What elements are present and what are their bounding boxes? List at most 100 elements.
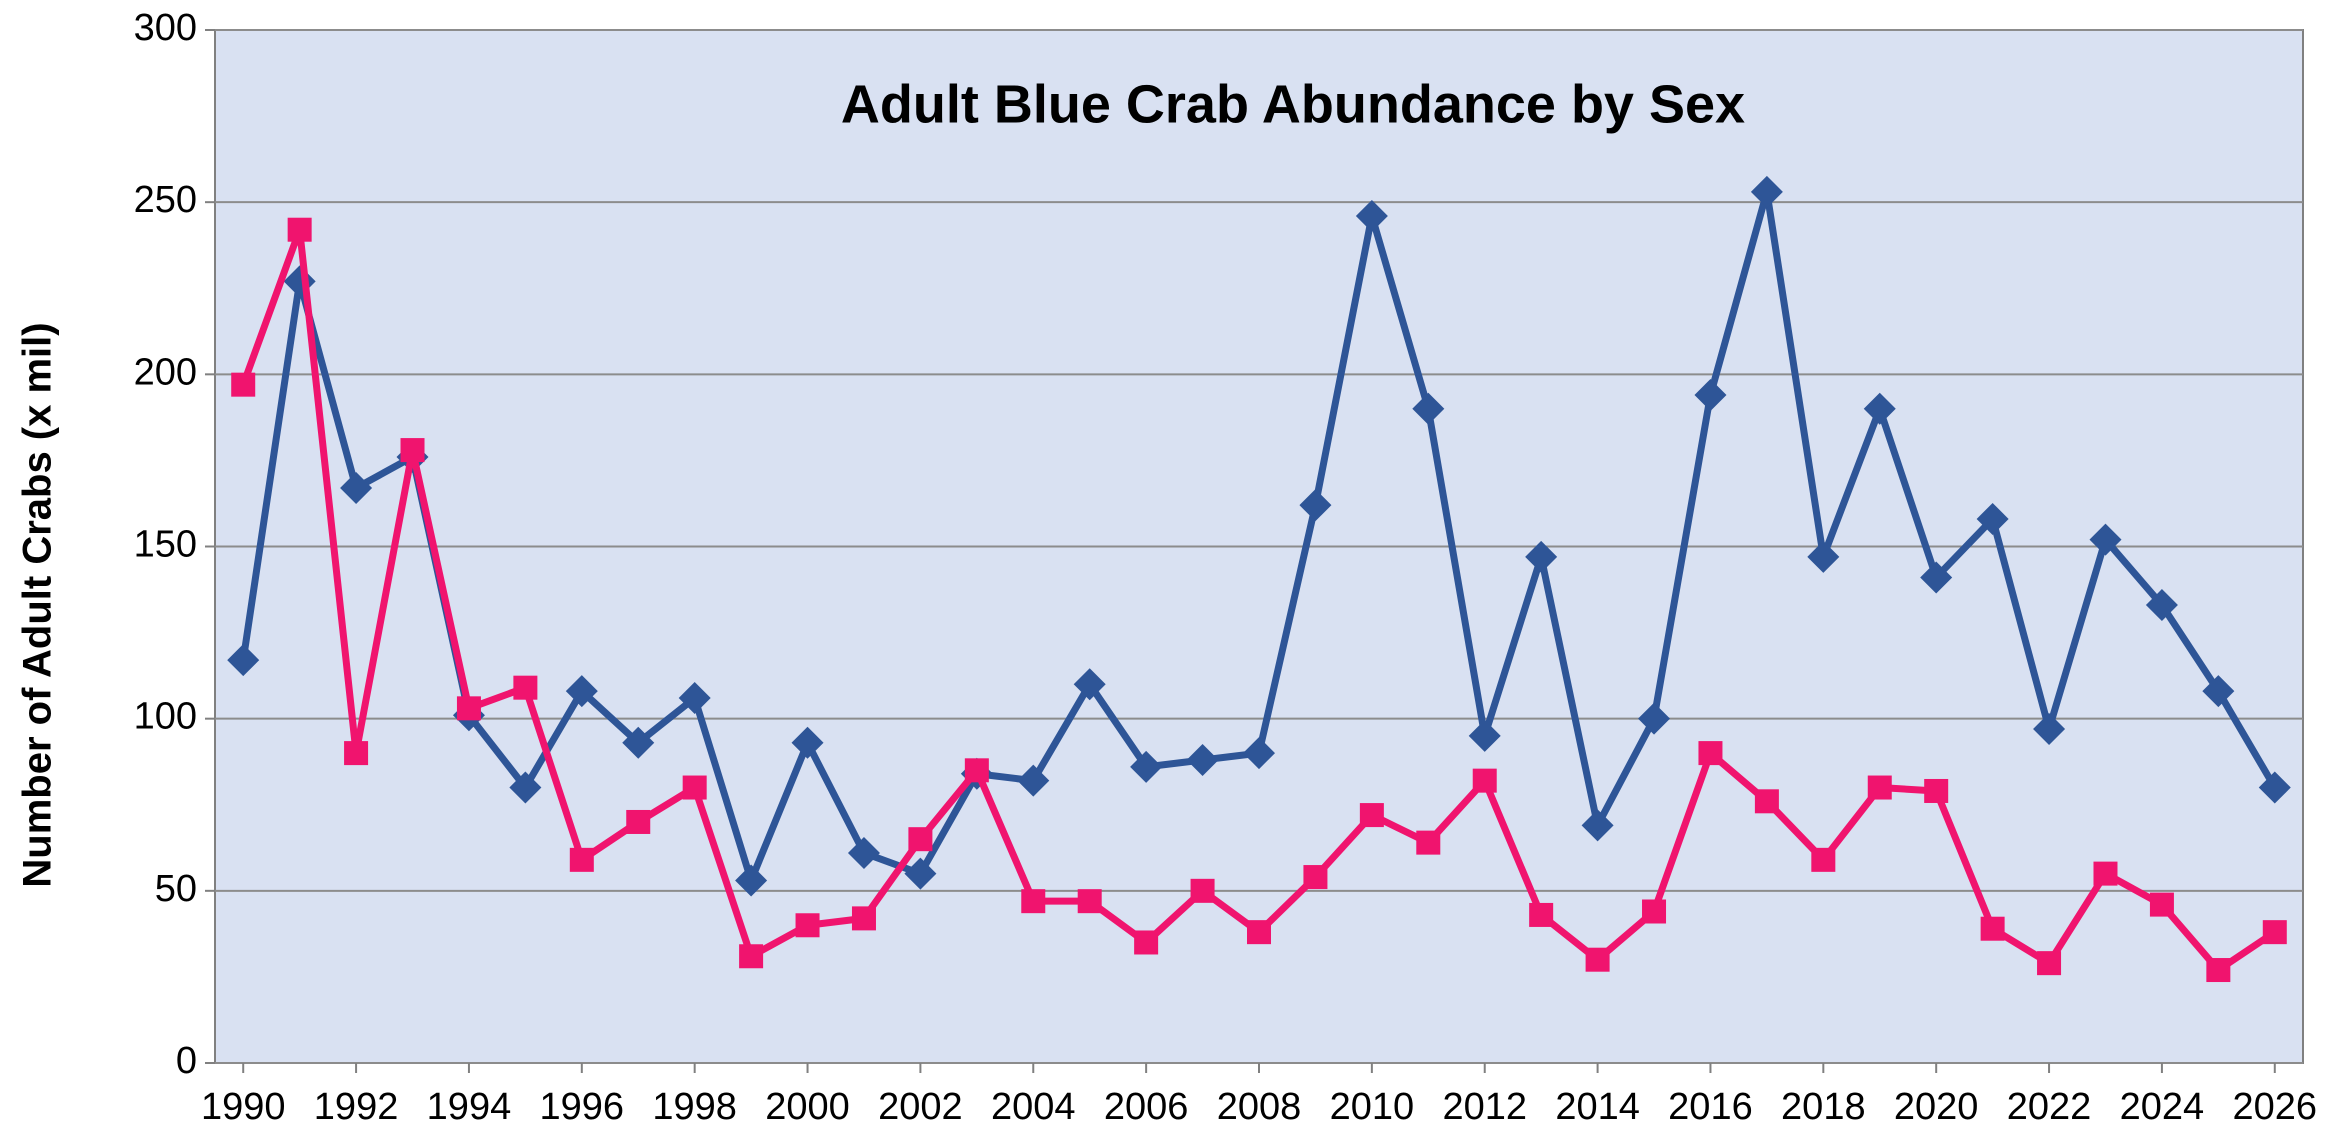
point-marker — [1247, 920, 1271, 945]
x-tick-label: 1996 — [540, 1086, 625, 1128]
x-tick-label: 2016 — [1668, 1086, 1753, 1128]
x-tick-label: 2018 — [1781, 1086, 1866, 1128]
y-axis-label: Number of Adult Crabs (x mil) — [16, 322, 60, 887]
point-marker — [1642, 899, 1667, 924]
point-marker — [1130, 750, 1163, 783]
y-tick-label: 250 — [134, 179, 197, 221]
y-tick-label: 0 — [176, 1040, 197, 1082]
point-marker — [2093, 861, 2118, 886]
point-marker — [2206, 958, 2231, 983]
point-marker — [1863, 392, 1896, 425]
point-marker — [2037, 951, 2062, 976]
x-tick-label: 2000 — [765, 1086, 850, 1128]
point-marker — [626, 809, 651, 834]
point-marker — [2149, 892, 2174, 917]
x-tick-label: 2026 — [2233, 1086, 2318, 1128]
point-marker — [847, 836, 880, 869]
point-marker — [904, 857, 937, 890]
x-tick-label: 1992 — [314, 1086, 399, 1128]
x-tick-label: 2024 — [2120, 1086, 2205, 1128]
point-marker — [1867, 775, 1892, 800]
point-marker — [2089, 523, 2122, 556]
x-tick-label: 2008 — [1217, 1086, 1302, 1128]
point-marker — [1472, 768, 1497, 793]
point-marker — [287, 217, 312, 242]
x-tick-label: 2004 — [991, 1086, 1076, 1128]
point-marker — [1694, 378, 1727, 411]
point-marker — [1525, 540, 1558, 573]
point-marker — [227, 644, 260, 677]
x-tick-label: 2002 — [878, 1086, 963, 1128]
point-marker — [2145, 589, 2178, 622]
point-marker — [231, 372, 256, 397]
x-tick-label: 2012 — [1442, 1086, 1527, 1128]
point-marker — [1581, 809, 1614, 842]
y-tick-label: 150 — [134, 524, 197, 566]
point-marker — [795, 913, 820, 938]
point-marker — [340, 471, 373, 504]
point-marker — [1924, 778, 1949, 803]
x-tick-label: 1990 — [201, 1086, 286, 1128]
point-marker — [851, 906, 876, 931]
point-marker — [678, 682, 711, 715]
x-tick-label: 2010 — [1330, 1086, 1415, 1128]
y-tick-label: 50 — [155, 868, 197, 910]
point-marker — [2202, 675, 2235, 708]
point-marker — [2033, 712, 2066, 745]
point-marker — [2262, 920, 2287, 945]
point-marker — [1355, 199, 1388, 232]
point-marker — [1186, 743, 1219, 776]
point-marker — [1698, 741, 1723, 766]
point-marker — [1585, 947, 1610, 972]
point-marker — [513, 675, 538, 700]
y-tick-label: 200 — [134, 351, 197, 393]
point-marker — [1021, 889, 1046, 914]
point-marker — [2258, 771, 2291, 804]
point-marker — [1243, 737, 1275, 770]
grid — [215, 29, 2303, 1064]
point-marker — [1017, 764, 1050, 797]
point-marker — [1807, 540, 1840, 573]
point-marker — [682, 775, 707, 800]
point-marker — [1529, 902, 1554, 927]
chart-title: Adult Blue Crab Abundance by Sex — [841, 74, 1745, 134]
point-marker — [622, 726, 655, 759]
point-marker — [1359, 803, 1384, 828]
point-marker — [1416, 830, 1441, 855]
point-marker — [964, 758, 989, 783]
point-marker — [1750, 175, 1783, 208]
point-marker — [791, 726, 824, 759]
point-marker — [1468, 719, 1501, 752]
point-marker — [456, 696, 481, 721]
point-marker — [1190, 878, 1215, 903]
point-marker — [1976, 502, 2009, 535]
x-tick-label: 2022 — [2007, 1086, 2092, 1128]
point-marker — [1303, 865, 1328, 890]
point-marker — [400, 438, 425, 463]
x-tick-label: 1994 — [427, 1086, 512, 1128]
x-tick-label: 2014 — [1555, 1086, 1640, 1128]
point-marker — [565, 675, 598, 708]
point-marker — [1754, 789, 1779, 814]
point-marker — [1412, 392, 1445, 425]
point-marker — [908, 827, 933, 852]
point-marker — [344, 741, 369, 766]
point-marker — [739, 944, 764, 969]
point-marker — [1073, 668, 1106, 701]
x-tick-label: 1998 — [652, 1086, 737, 1128]
point-marker — [735, 864, 768, 897]
point-marker — [1077, 889, 1102, 914]
x-tick-label: 2020 — [1894, 1086, 1979, 1128]
y-tick-label: 100 — [134, 696, 197, 738]
point-marker — [1920, 561, 1953, 594]
x-tick-label: 2006 — [1104, 1086, 1189, 1128]
y-tick-label: 300 — [134, 7, 197, 49]
point-marker — [1299, 489, 1332, 522]
point-marker — [509, 771, 542, 804]
point-marker — [569, 847, 594, 872]
point-marker — [1134, 930, 1159, 955]
point-marker — [1638, 702, 1671, 735]
series-layer — [227, 175, 2291, 983]
